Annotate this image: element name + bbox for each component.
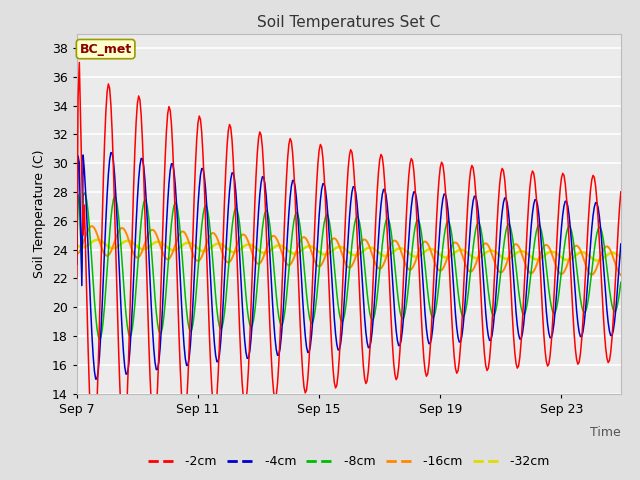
Text: Time: Time xyxy=(590,426,621,439)
Legend:  -2cm,  -4cm,  -8cm,  -16cm,  -32cm: -2cm, -4cm, -8cm, -16cm, -32cm xyxy=(143,450,555,473)
Text: BC_met: BC_met xyxy=(79,43,132,56)
Title: Soil Temperatures Set C: Soil Temperatures Set C xyxy=(257,15,440,30)
Y-axis label: Soil Temperature (C): Soil Temperature (C) xyxy=(33,149,46,278)
